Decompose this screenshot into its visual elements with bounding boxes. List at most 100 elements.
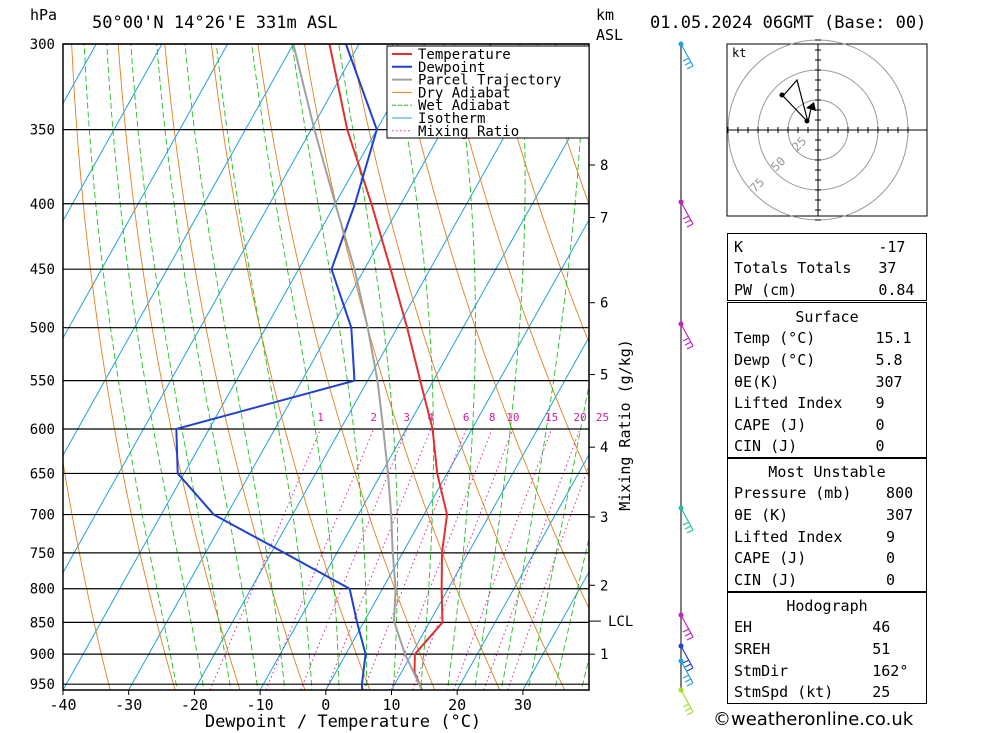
index-value: 9 (886, 527, 896, 546)
hodograph-indices-box: Hodograph EH 46 SREH 51 StmDir 162° StmSpd (kt)… (727, 592, 927, 704)
index-label: EH (734, 618, 753, 637)
index-label: SREH (734, 639, 771, 658)
wind-barb (680, 645, 694, 672)
legend-entry: Dewpoint (418, 60, 485, 76)
datetime-label: 01.05.2024 06GMT (Base: 00) (650, 13, 926, 33)
legend-entry: Wet Adiabat (418, 98, 511, 114)
section-title: Surface (795, 307, 859, 326)
pressure-tick-label: 400 (30, 197, 55, 213)
mixing-ratio-label: 2 (370, 411, 377, 424)
storm-motion-marker (806, 102, 816, 111)
wet-adiabat-line (392, 44, 434, 690)
lcl-label: LCL (608, 614, 633, 630)
wind-profile (678, 41, 694, 716)
wet-adiabat-line (447, 44, 476, 690)
km-tick-label: 6 (600, 296, 608, 312)
temperature-tick-label: -10 (247, 696, 274, 714)
wet-adiabat-line (184, 44, 286, 690)
wind-barb (680, 43, 694, 70)
mixing-ratio-label: 20 (573, 411, 586, 424)
index-value: 0 (886, 570, 896, 589)
x-axis-title: Dewpoint / Temperature (°C) (205, 712, 481, 732)
pressure-tick-label: 800 (30, 582, 55, 598)
index-value: -17 (878, 237, 906, 256)
index-row: Temp (°C) 15.1 (728, 328, 926, 350)
temperature-tick-label: -30 (115, 696, 142, 714)
wet-adiabat-line (130, 44, 232, 690)
index-value: 307 (886, 505, 914, 524)
temperature-tick-label: -20 (181, 696, 208, 714)
dry-adiabat-line (443, 44, 589, 478)
pressure-tick-label: 550 (30, 374, 55, 390)
index-row: Pressure (mb) 800 (728, 483, 926, 505)
index-value: 46 (872, 618, 891, 637)
index-label: StmSpd (kt) (734, 683, 834, 702)
index-value: 0.84 (878, 280, 915, 299)
index-row: Totals Totals 37 (728, 258, 926, 280)
index-value: 25 (872, 683, 891, 702)
km-label: km (596, 6, 614, 24)
profile-lines (175, 44, 449, 690)
index-row: CIN (J) 0 (728, 569, 926, 591)
isotherm-line (0, 44, 31, 690)
series-line-dewpoint (175, 44, 378, 690)
index-label: K (734, 237, 744, 256)
wind-barb (680, 660, 694, 687)
index-label: θE(K) (734, 372, 780, 391)
wind-barb (680, 507, 694, 534)
mixing-ratio-axis-title: Mixing Ratio (g/kg) (616, 339, 634, 511)
index-row: StmSpd (kt) 25 (728, 681, 926, 703)
wet-adiabat-line (527, 382, 589, 690)
wet-adiabat-line (106, 44, 205, 690)
pressure-tick-label: 300 (30, 37, 55, 53)
dry-adiabat-line (397, 44, 589, 610)
axes: 3003504004505005506006507007508008509009… (30, 37, 634, 714)
mixing-ratio-label: 1 (317, 411, 324, 424)
section-title: Hodograph (786, 596, 868, 615)
isotherm-line (391, 336, 589, 690)
wet-adiabat-line (156, 44, 259, 690)
series-line-temperature (328, 44, 449, 690)
mixing-ratio-label: 15 (545, 411, 558, 424)
index-row: θE(K) 307 (728, 371, 926, 393)
index-row: SREH 51 (728, 638, 926, 660)
km-tick-label: 2 (600, 578, 608, 594)
index-value: 0 (875, 437, 885, 456)
dry-adiabat-line (210, 44, 371, 690)
legend-entry: Temperature (418, 47, 511, 63)
index-row: StmDir 162° (728, 660, 926, 682)
copyright-icon: © (713, 709, 731, 730)
legend-entry: Parcel Trajectory (418, 73, 561, 89)
temperature-tick-label: -40 (49, 696, 76, 714)
temperature-tick-label: 20 (448, 696, 466, 714)
footer: ©weatheronline.co.uk (713, 709, 913, 730)
isotherm-line (522, 570, 589, 690)
dry-adiabat-line (257, 44, 436, 690)
wind-barb (680, 201, 694, 228)
dry-adiabat-line (304, 44, 501, 690)
index-value: 37 (878, 259, 897, 278)
wet-adiabat-line (291, 44, 368, 690)
pressure-tick-label: 600 (30, 422, 55, 438)
mixing-ratio-label: 6 (463, 411, 470, 424)
temperature-tick-label: 30 (514, 696, 532, 714)
dry-adiabat-line (490, 44, 589, 344)
pressure-tick-label: 500 (30, 321, 55, 337)
temperature-tick-label: 10 (382, 696, 400, 714)
asl-label: ASL (596, 26, 623, 44)
dry-adiabat-line (117, 44, 241, 690)
wet-adiabat-line (251, 44, 340, 690)
index-label: CAPE (J) (734, 415, 807, 434)
km-tick-label: 8 (600, 158, 608, 174)
mixing-ratio-line (453, 428, 553, 690)
index-row: θE (K) 307 (728, 504, 926, 526)
pressure-tick-label: 450 (30, 262, 55, 278)
pressure-tick-label: 900 (30, 647, 55, 663)
isotherm-line (128, 44, 491, 690)
isotherm-line (63, 44, 294, 457)
pressure-tick-label: 950 (30, 677, 55, 693)
mixing-ratio-label: 25 (596, 411, 609, 424)
